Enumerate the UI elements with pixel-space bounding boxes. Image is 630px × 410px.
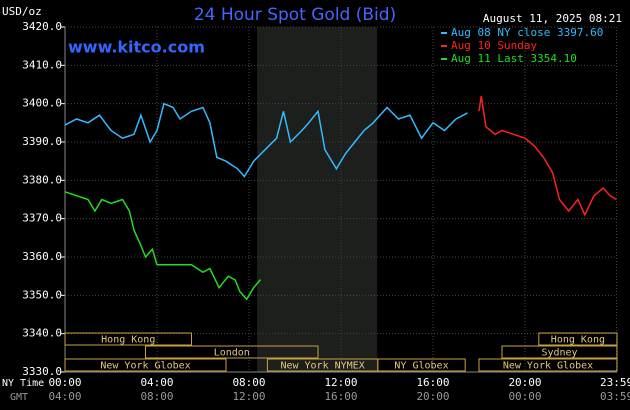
x2-tick-label: 03:59 xyxy=(600,390,630,403)
x-tick-label: 23:59 xyxy=(600,376,630,389)
session-box xyxy=(538,332,618,346)
x2-axis-label: GMT xyxy=(10,392,28,403)
y-tick-label: 3380.0 xyxy=(22,173,62,186)
x2-tick-label: 16:00 xyxy=(324,390,357,403)
x-tick-label: 12:00 xyxy=(324,376,357,389)
x2-tick-label: 12:00 xyxy=(232,390,265,403)
x-tick-label: 00:00 xyxy=(48,376,81,389)
site-url: www.kitco.com xyxy=(68,38,205,57)
y-tick-label: 3350.0 xyxy=(22,288,62,301)
session-label: NY Globex xyxy=(394,361,448,372)
y-tick-label: 3370.0 xyxy=(22,212,62,225)
legend-entry: Aug 08 NY close 3397.60 xyxy=(451,26,603,39)
y-tick-label: 3360.0 xyxy=(22,250,62,263)
legend-entry: Aug 11 Last 3354.10 xyxy=(451,52,577,65)
session-box xyxy=(377,358,466,372)
y-tick-label: 3390.0 xyxy=(22,135,62,148)
x2-tick-label: 00:00 xyxy=(508,390,541,403)
highlight-band xyxy=(257,27,378,372)
x-tick-label: 08:00 xyxy=(232,376,265,389)
x-tick-label: 16:00 xyxy=(416,376,449,389)
x-tick-label: 20:00 xyxy=(508,376,541,389)
x-tick-label: 04:00 xyxy=(140,376,173,389)
legend-entry: Aug 10 Sunday xyxy=(451,39,537,52)
session-box xyxy=(478,358,618,372)
series-line xyxy=(64,191,262,301)
x2-tick-label: 04:00 xyxy=(48,390,81,403)
y-tick-label: 3400.0 xyxy=(22,97,62,110)
y-tick-label: 3420.0 xyxy=(22,20,62,33)
series-line xyxy=(64,102,468,178)
x2-tick-label: 20:00 xyxy=(416,390,449,403)
session-box xyxy=(501,345,618,359)
y-tick-label: 3340.0 xyxy=(22,327,62,340)
session-label: London xyxy=(214,348,250,359)
session-label: New York NYMEX xyxy=(280,361,364,372)
series-line xyxy=(478,95,617,217)
y-tick-label: 3330.0 xyxy=(22,365,62,378)
x2-tick-label: 08:00 xyxy=(140,390,173,403)
timestamp: August 11, 2025 08:21 xyxy=(483,12,622,25)
unit-label: USD/oz xyxy=(2,5,42,18)
session-box xyxy=(145,345,319,359)
session-label: Sydney xyxy=(541,348,577,359)
session-box xyxy=(64,332,192,346)
session-label: New York Globex xyxy=(503,361,593,372)
y-tick-label: 3410.0 xyxy=(22,58,62,71)
session-box xyxy=(64,358,227,372)
session-label: Hong Kong xyxy=(101,335,155,346)
session-label: Hong Kong xyxy=(551,335,605,346)
chart-title: 24 Hour Spot Gold (Bid) xyxy=(194,5,396,25)
x-axis-label: NY Time xyxy=(2,378,44,389)
session-label: New York Globex xyxy=(100,361,190,372)
